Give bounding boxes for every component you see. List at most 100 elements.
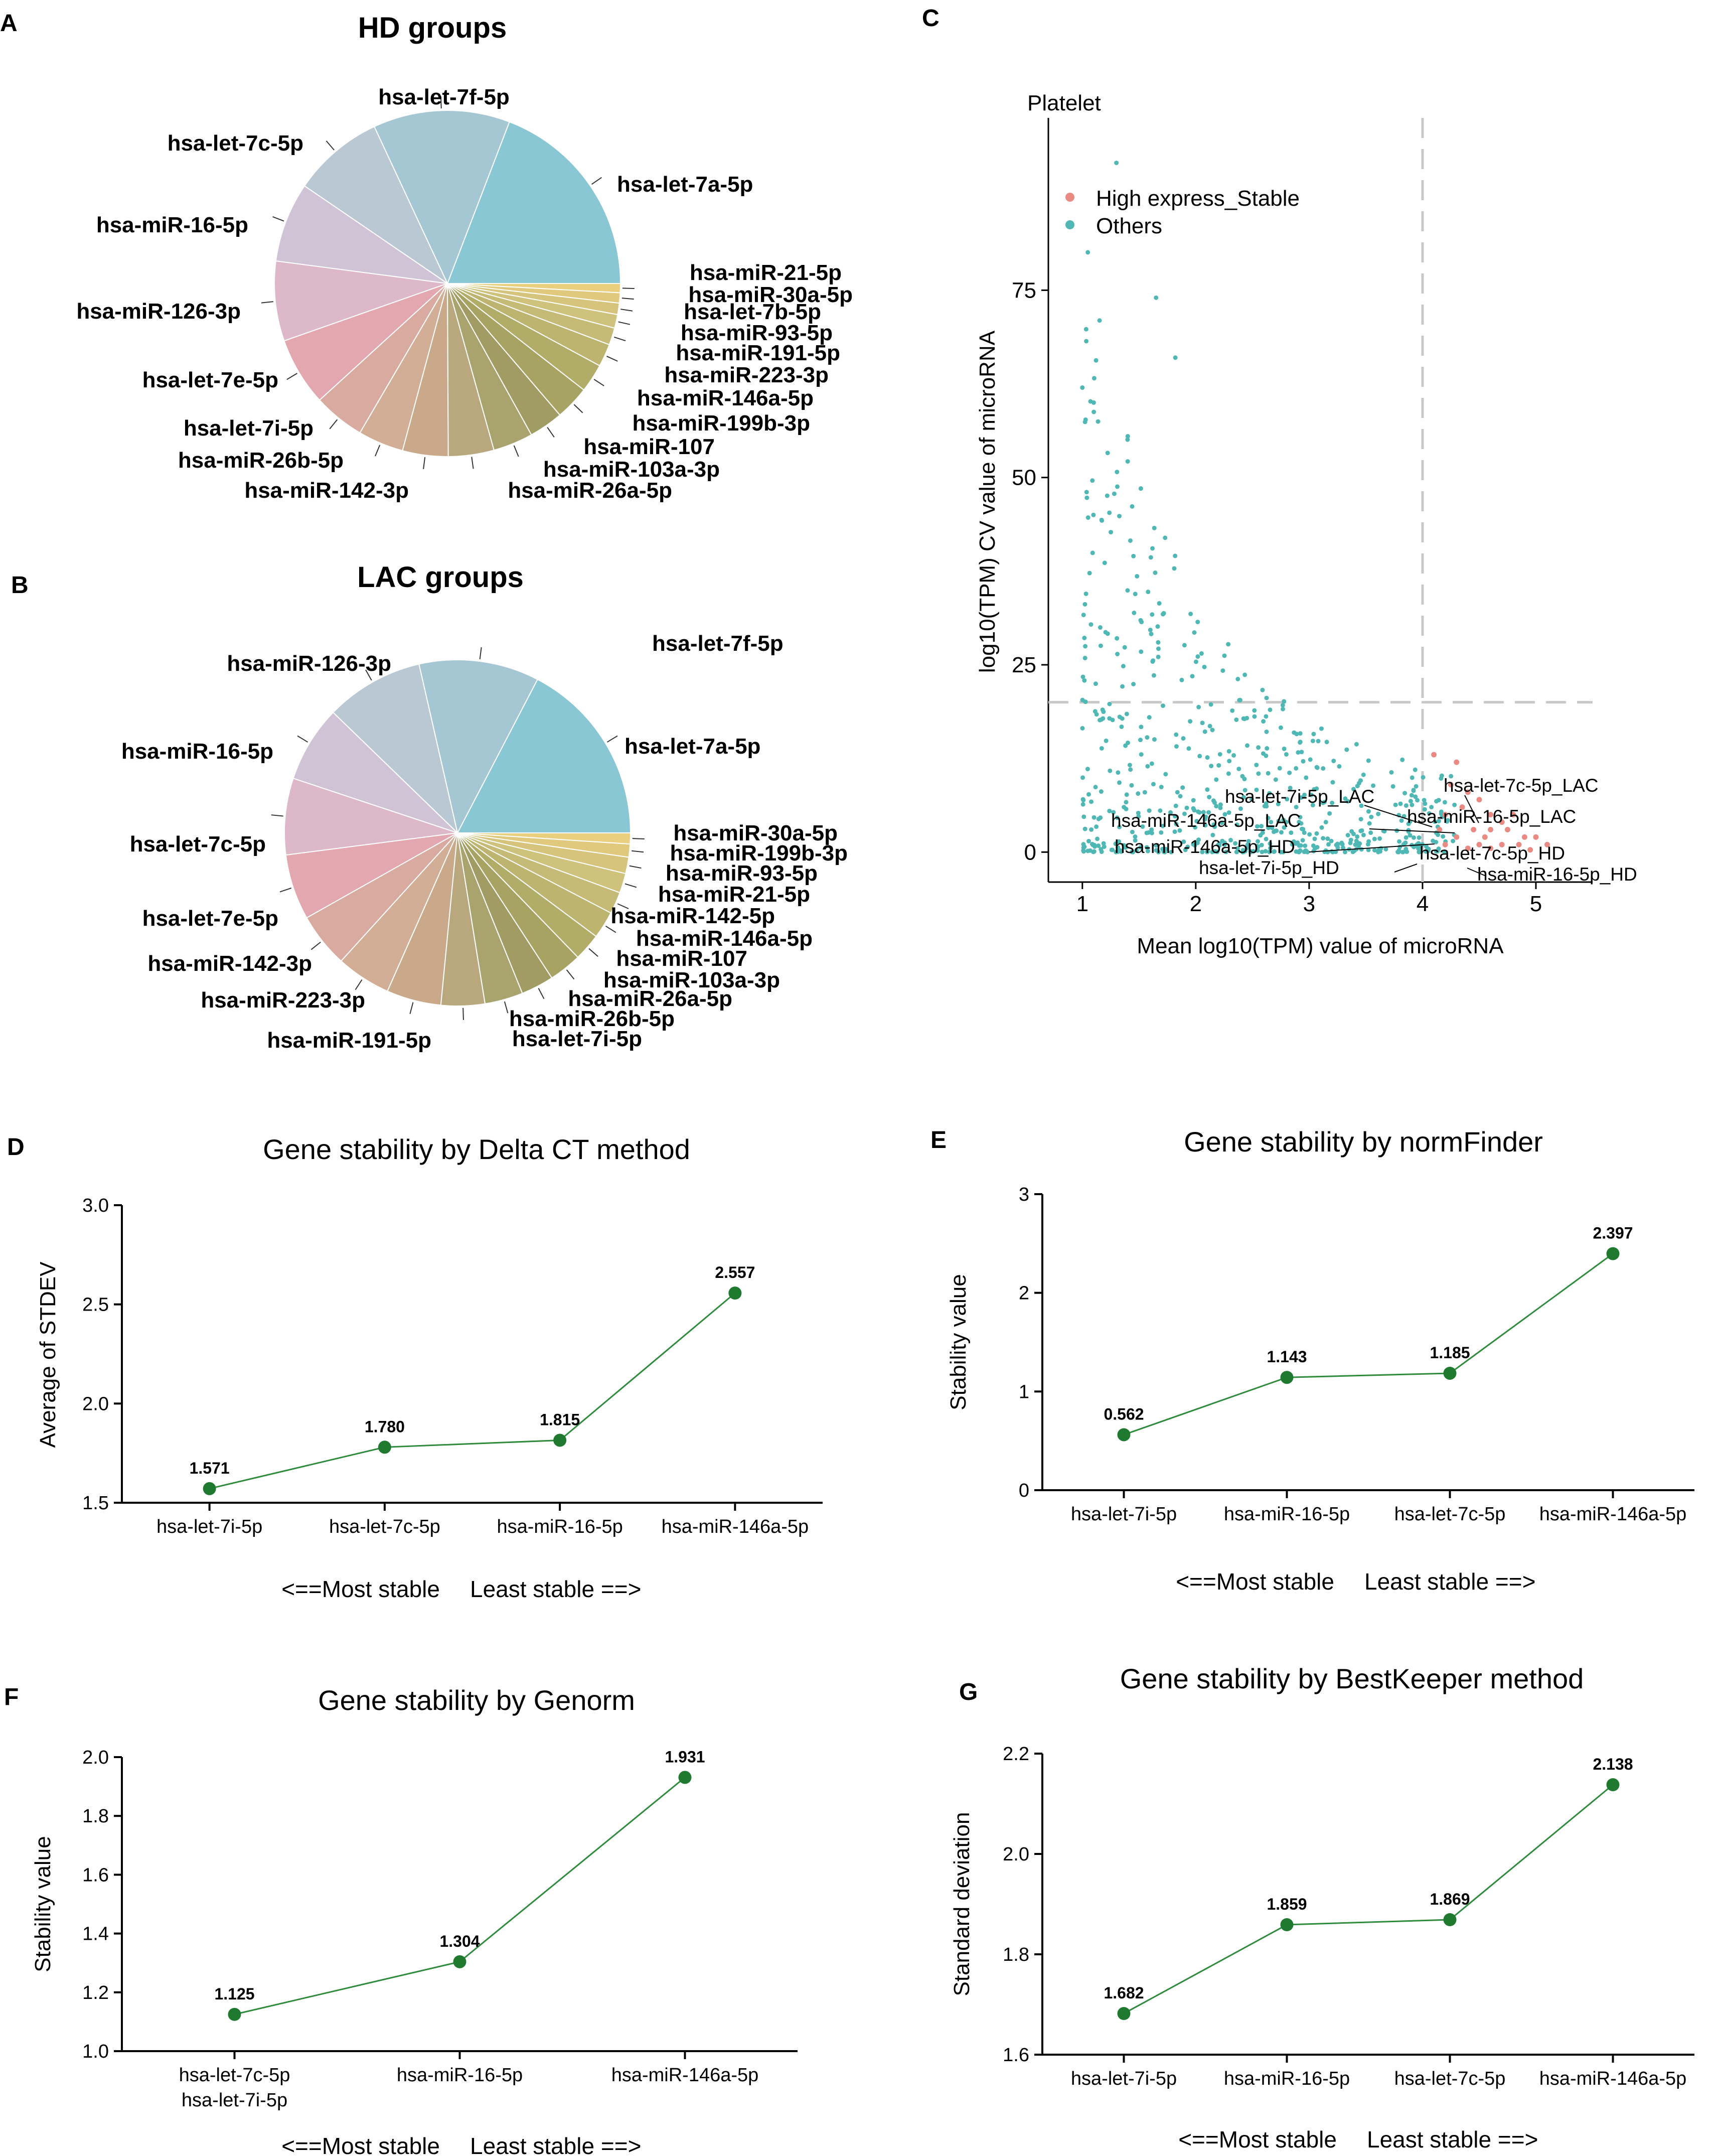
pie-slice	[373, 110, 510, 285]
pie-slice	[284, 778, 458, 856]
data-label: 1.571	[190, 1459, 230, 1477]
others-point	[1089, 799, 1094, 804]
others-point	[1234, 717, 1239, 722]
data-point	[1443, 1366, 1457, 1380]
others-point	[1130, 504, 1135, 509]
others-point	[1196, 837, 1201, 842]
others-point	[1281, 849, 1286, 854]
others-point	[1133, 592, 1138, 597]
others-point	[1238, 806, 1243, 811]
others-point	[1156, 640, 1161, 645]
y-axis-title: log10(TPM) CV value of microRNA	[975, 330, 1000, 673]
others-point	[1351, 787, 1356, 792]
others-point	[1372, 848, 1377, 853]
others-point	[1321, 766, 1326, 771]
others-point	[1264, 714, 1269, 719]
pie-leader-line	[504, 1001, 509, 1014]
point-annotation: hsa-let-7i-5p_LAC	[1225, 786, 1374, 807]
line-chart-d: Gene stability by Delta CT method 1.5 2.0 2…	[36, 1133, 823, 1602]
panel-letter-e: E	[930, 1127, 947, 1154]
data-point	[1443, 1913, 1457, 1926]
others-point	[1138, 486, 1143, 491]
others-point	[1423, 801, 1428, 806]
high-express-point	[1527, 847, 1533, 853]
others-point	[1093, 681, 1098, 686]
others-point	[1180, 785, 1185, 790]
others-point	[1298, 731, 1303, 736]
others-point	[1348, 837, 1353, 842]
others-point	[1099, 789, 1104, 794]
others-point	[1098, 625, 1103, 630]
pie-title: HD groups	[358, 12, 507, 44]
others-point	[1114, 161, 1119, 166]
others-point	[1149, 761, 1154, 766]
others-point	[1422, 807, 1427, 812]
others-point	[1235, 676, 1240, 681]
others-point	[1358, 817, 1363, 822]
high-express-point	[1448, 782, 1454, 788]
others-point	[1207, 795, 1212, 800]
y-tick-label: 2	[1019, 1283, 1029, 1304]
others-point	[1310, 739, 1315, 744]
others-point	[1211, 822, 1216, 827]
others-point	[1144, 830, 1149, 835]
pie-slice-label: hsa-miR-146a-5p	[636, 926, 813, 951]
x-tick-label: hsa-let-7c-5p	[329, 1516, 440, 1537]
others-point	[1194, 819, 1199, 824]
others-point	[1350, 849, 1355, 854]
others-point	[1417, 849, 1422, 854]
others-point	[1153, 570, 1158, 575]
others-point	[1377, 836, 1382, 841]
others-point	[1145, 735, 1150, 740]
others-point	[1080, 775, 1085, 780]
pie-slice-label: hsa-miR-21-5p	[690, 260, 842, 285]
others-point	[1264, 804, 1269, 809]
others-point	[1397, 839, 1402, 844]
pie-slice-label: hsa-miR-103a-3p	[603, 968, 780, 992]
others-point	[1445, 819, 1450, 824]
others-point	[1146, 590, 1151, 595]
others-point	[1081, 849, 1086, 854]
footer-most-stable: <==Most stable	[281, 1576, 440, 1602]
others-point	[1203, 823, 1208, 828]
y-tick-label: 2.0	[1003, 1844, 1029, 1865]
high-express-point	[1454, 759, 1460, 765]
others-point	[1371, 783, 1376, 788]
others-point	[1192, 630, 1197, 635]
x-tick-label: hsa-miR-16-5p	[1224, 1504, 1350, 1525]
scatter-annotations: hsa-let-7c-5p_LAC hsa-let-7i-5p_LAC hsa-mi…	[1111, 775, 1637, 885]
others-point	[1314, 831, 1319, 836]
pie-leader-line	[272, 216, 284, 222]
pie-slice-label: hsa-miR-223-3p	[664, 363, 829, 387]
others-point	[1226, 810, 1231, 815]
others-point	[1083, 699, 1088, 704]
others-point	[1190, 674, 1195, 679]
legend-label: Others	[1096, 214, 1162, 238]
pie-slice-label: hsa-let-7b-5p	[684, 300, 821, 324]
others-point	[1080, 802, 1085, 807]
others-point	[1177, 828, 1182, 833]
others-point	[1302, 792, 1307, 797]
others-point	[1139, 620, 1144, 625]
others-point	[1090, 478, 1095, 483]
pie-slice	[274, 260, 448, 342]
others-point	[1191, 842, 1196, 847]
others-point	[1389, 770, 1394, 775]
others-point	[1172, 829, 1177, 834]
pie-slice-label: hsa-miR-26b-5p	[178, 448, 344, 473]
footer-most-stable: <==Most stable	[1176, 1568, 1334, 1595]
others-point	[1296, 750, 1301, 755]
others-point	[1366, 758, 1371, 763]
pie-slice-label: hsa-miR-30a-5p	[688, 282, 853, 307]
others-point	[1278, 725, 1283, 730]
others-point	[1205, 787, 1210, 792]
pie-leader-line	[573, 404, 583, 413]
others-point	[1331, 759, 1336, 764]
panel-letter-f: F	[4, 1684, 19, 1710]
others-point	[1366, 809, 1371, 814]
others-point	[1231, 753, 1236, 758]
others-point	[1081, 613, 1086, 618]
y-tick-label: 1.2	[82, 1982, 109, 2003]
others-point	[1298, 843, 1303, 848]
others-point	[1174, 732, 1179, 737]
